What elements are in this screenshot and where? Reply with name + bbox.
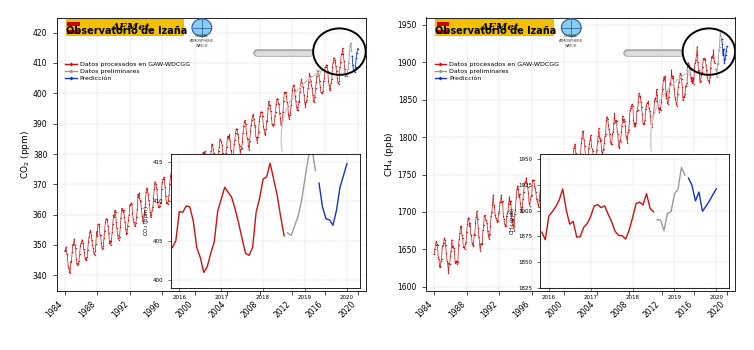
Text: Observatorio de Izaña: Observatorio de Izaña: [435, 26, 556, 36]
FancyBboxPatch shape: [437, 26, 449, 30]
FancyBboxPatch shape: [67, 30, 80, 34]
FancyBboxPatch shape: [435, 19, 553, 35]
Circle shape: [562, 19, 581, 36]
Text: GLOBAL
ATMOSPHERE
WATCH: GLOBAL ATMOSPHERE WATCH: [190, 34, 214, 48]
FancyBboxPatch shape: [67, 26, 80, 30]
Text: AEMet: AEMet: [112, 23, 150, 32]
Text: Observatorio de Izaña: Observatorio de Izaña: [66, 26, 187, 36]
Y-axis label: CO$_2$ (ppm): CO$_2$ (ppm): [19, 130, 32, 178]
Legend: Datos procesados en GAW-WDCGG, Datos preliminares, Predicción: Datos procesados en GAW-WDCGG, Datos pre…: [432, 59, 562, 84]
FancyBboxPatch shape: [66, 19, 183, 35]
Circle shape: [192, 19, 212, 36]
FancyBboxPatch shape: [67, 22, 80, 26]
Legend: Datos procesados en GAW-WDCGG, Datos preliminares, Predicción: Datos procesados en GAW-WDCGG, Datos pre…: [63, 59, 192, 84]
FancyBboxPatch shape: [437, 22, 449, 26]
Y-axis label: CH$_4$ (ppb): CH$_4$ (ppb): [383, 131, 396, 177]
Text: GLOBAL
ATMOSPHERE
WATCH: GLOBAL ATMOSPHERE WATCH: [559, 34, 584, 48]
Text: AEMet: AEMet: [481, 23, 520, 32]
FancyBboxPatch shape: [437, 30, 449, 34]
